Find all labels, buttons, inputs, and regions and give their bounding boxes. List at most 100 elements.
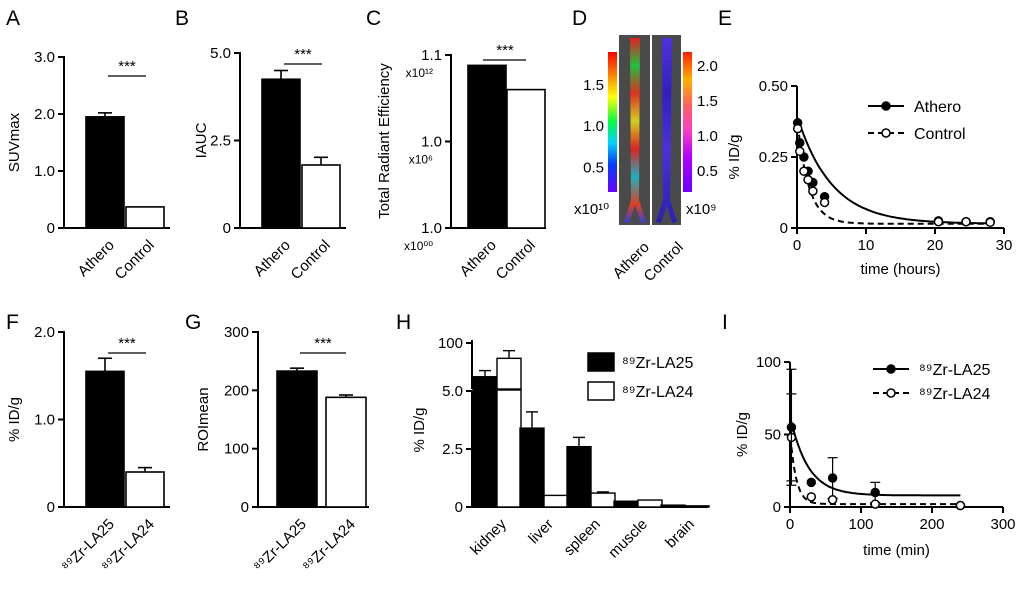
y-tick-exponent: x10¹² xyxy=(406,66,433,80)
colorbar-right xyxy=(683,52,692,192)
y-tick-label: 50 xyxy=(764,427,781,444)
bar-brain xyxy=(684,505,710,508)
panel-label-G: G xyxy=(185,311,201,334)
category-label: kidney xyxy=(467,515,510,558)
bar-kidney-upper xyxy=(496,357,522,390)
colorbar-left-unit: x10¹⁰ xyxy=(574,201,609,218)
y-tick-label: 1.0 xyxy=(421,220,442,237)
panel-label-F: F xyxy=(6,311,19,334)
category-label: Athero xyxy=(457,237,500,280)
y-axis-label: % ID/g xyxy=(6,397,23,442)
data-point xyxy=(803,174,813,185)
y-tick-label: 1.1 xyxy=(421,47,442,64)
significance-stars: *** xyxy=(118,335,136,352)
y-tick-label: 100 xyxy=(438,335,463,352)
legend-swatch xyxy=(587,381,615,401)
significance-stars: *** xyxy=(294,46,312,63)
aorta-control xyxy=(656,38,677,223)
bar-brain xyxy=(660,504,686,508)
bar-athero xyxy=(261,78,301,229)
bar-control xyxy=(301,164,341,229)
x-tick-label: 0 xyxy=(793,237,801,254)
bar--zr-la24 xyxy=(125,471,165,508)
panel-H: H 0 2.5 5.0 100 % ID/g kidney liver spleen muscle… xyxy=(396,311,710,562)
category-label: muscle xyxy=(605,516,651,562)
y-axis-label: % ID/g xyxy=(734,412,751,457)
x-axis-label: time (hours) xyxy=(860,261,940,278)
panel-label-I: I xyxy=(722,311,728,334)
bar-muscle xyxy=(613,500,639,508)
colorbar-left-tick: 0.5 xyxy=(583,159,604,176)
panel-label-B: B xyxy=(175,7,189,30)
x-axis-label: time (min) xyxy=(863,542,930,559)
y-tick-label: 2.5 xyxy=(442,441,463,458)
colorbar-right-tick: 0.5 xyxy=(697,163,718,180)
data-point xyxy=(819,197,830,208)
y-axis-label: SUVmax xyxy=(6,112,23,172)
colorbar-right-tick: 1.0 xyxy=(697,128,718,145)
data-point xyxy=(808,186,818,196)
y-tick-label: 300 xyxy=(224,324,249,341)
panel-label-E: E xyxy=(718,7,732,30)
y-tick-label: 0.50 xyxy=(759,78,788,95)
y-tick-label: 100 xyxy=(224,441,249,458)
colorbar-right-tick: 1.5 xyxy=(697,93,718,110)
bar-athero xyxy=(467,64,507,229)
bar-muscle xyxy=(637,499,663,508)
data-point xyxy=(795,146,805,157)
significance-stars: *** xyxy=(118,58,136,75)
panel-E: E 0 0.25 0.50 0 10 20 30 time (hours) % ID/g Ather… xyxy=(718,7,1012,278)
y-axis-label: Total Radiant Efficiency xyxy=(376,63,393,219)
legend-swatch xyxy=(587,352,615,372)
data-point xyxy=(806,477,817,488)
bar--zr-la24 xyxy=(325,396,367,508)
data-point xyxy=(799,166,809,176)
legend-marker xyxy=(881,101,891,111)
y-tick-label: 100 xyxy=(756,354,781,371)
fit-curve-filled xyxy=(790,421,961,497)
significance-stars: *** xyxy=(496,42,514,59)
colorbar-right-unit: x10⁹ xyxy=(686,201,717,218)
bar-spleen xyxy=(566,445,592,508)
fit-curve-open xyxy=(796,124,991,225)
y-axis-label: IAUC xyxy=(193,122,210,158)
legend-marker xyxy=(886,388,896,398)
y-axis-label: % ID/g xyxy=(726,134,743,179)
panel-label-D: D xyxy=(572,7,587,30)
colorbar-right-tick: 2.0 xyxy=(697,58,718,75)
y-tick-label: 0 xyxy=(223,220,231,237)
y-tick-label: 2.0 xyxy=(34,324,55,341)
category-label: Athero xyxy=(251,237,294,280)
legend-label: ⁸⁹Zr-LA24 xyxy=(919,386,991,403)
data-point xyxy=(870,499,880,509)
category-label: spleen xyxy=(561,516,604,559)
legend-label: ⁸⁹Zr-LA25 xyxy=(919,362,991,379)
bar-spleen xyxy=(590,492,616,508)
x-tick-label: 100 xyxy=(848,516,873,533)
data-point xyxy=(933,217,944,227)
bar--zr-la25 xyxy=(85,370,125,508)
y-tick-label: 0 xyxy=(455,499,463,516)
y-tick-label: 200 xyxy=(224,382,249,399)
aorta-athero xyxy=(624,38,646,223)
x-tick-label: 10 xyxy=(858,237,875,254)
data-point xyxy=(955,500,966,511)
y-tick-label: 5.0 xyxy=(442,383,463,400)
y-tick-exponent: x10⁰⁰ xyxy=(404,239,433,253)
y-tick-label: 2.5 xyxy=(210,133,231,150)
panel-label-C: C xyxy=(366,7,381,30)
bar-control xyxy=(506,88,546,229)
y-tick-label: 0 xyxy=(47,220,55,237)
category-label: Control xyxy=(112,237,158,283)
significance-stars: *** xyxy=(314,335,332,352)
y-tick-label: 1.0 xyxy=(421,134,442,151)
y-tick-label: 5.0 xyxy=(210,45,231,62)
colorbar-left-tick: 1.5 xyxy=(583,77,604,94)
x-tick-label: 20 xyxy=(927,237,944,254)
panel-C: C 1.0 x10⁰⁰ 1.0 x10⁶ 1.1 x10¹² Total Radiant Ef… xyxy=(366,7,546,283)
